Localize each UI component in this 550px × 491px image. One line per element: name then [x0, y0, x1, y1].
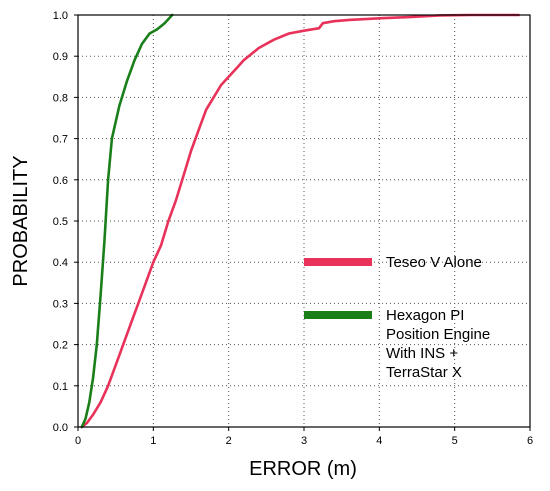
y-tick-label: 0.2: [53, 340, 68, 352]
legend-label-0: Teseo V Alone: [386, 254, 482, 271]
y-axis-title: PROBABILITY: [10, 155, 32, 286]
y-tick-label: 0.4: [53, 257, 68, 269]
x-tick-label: 1: [150, 435, 156, 447]
series-line-0: [80, 13, 520, 429]
x-tick-label: 6: [527, 435, 533, 447]
x-tick-label: 2: [226, 435, 232, 447]
x-tick-label: 3: [301, 435, 307, 447]
legend-swatch-0: [304, 258, 372, 266]
y-tick-label: 0.5: [53, 216, 68, 228]
legend-label-1: Hexagon PI Position Engine With INS + Terra…: [386, 307, 490, 381]
x-axis-title: ERROR (m): [249, 458, 357, 480]
y-tick-label: 1.0: [53, 10, 68, 22]
x-tick-label: 5: [452, 435, 458, 447]
x-tick-label: 4: [376, 435, 382, 447]
y-tick-label: 0.7: [53, 134, 68, 146]
y-tick-label: 0.6: [53, 175, 68, 187]
grid: [78, 15, 530, 427]
y-tick-label: 0.1: [53, 381, 68, 393]
y-tick-label: 0.9: [53, 51, 68, 63]
x-tick-label: 0: [75, 435, 81, 447]
y-tick-label: 0.8: [53, 92, 68, 104]
x-axis-ticks: 0 1 2 3 4 5 6: [75, 427, 533, 447]
y-axis-ticks: 0.0 0.1 0.2 0.3 0.4 0.5 0.6 0.7 0.8 0.9 1.0: [53, 10, 78, 434]
y-tick-label: 0.0: [53, 422, 68, 434]
legend: Teseo V Alone Hexagon PI Position Engine Wi…: [304, 254, 490, 381]
series-layer: [80, 13, 520, 429]
y-tick-label: 0.3: [53, 298, 68, 310]
series-line-1: [80, 13, 174, 429]
legend-swatch-1: [304, 311, 372, 319]
